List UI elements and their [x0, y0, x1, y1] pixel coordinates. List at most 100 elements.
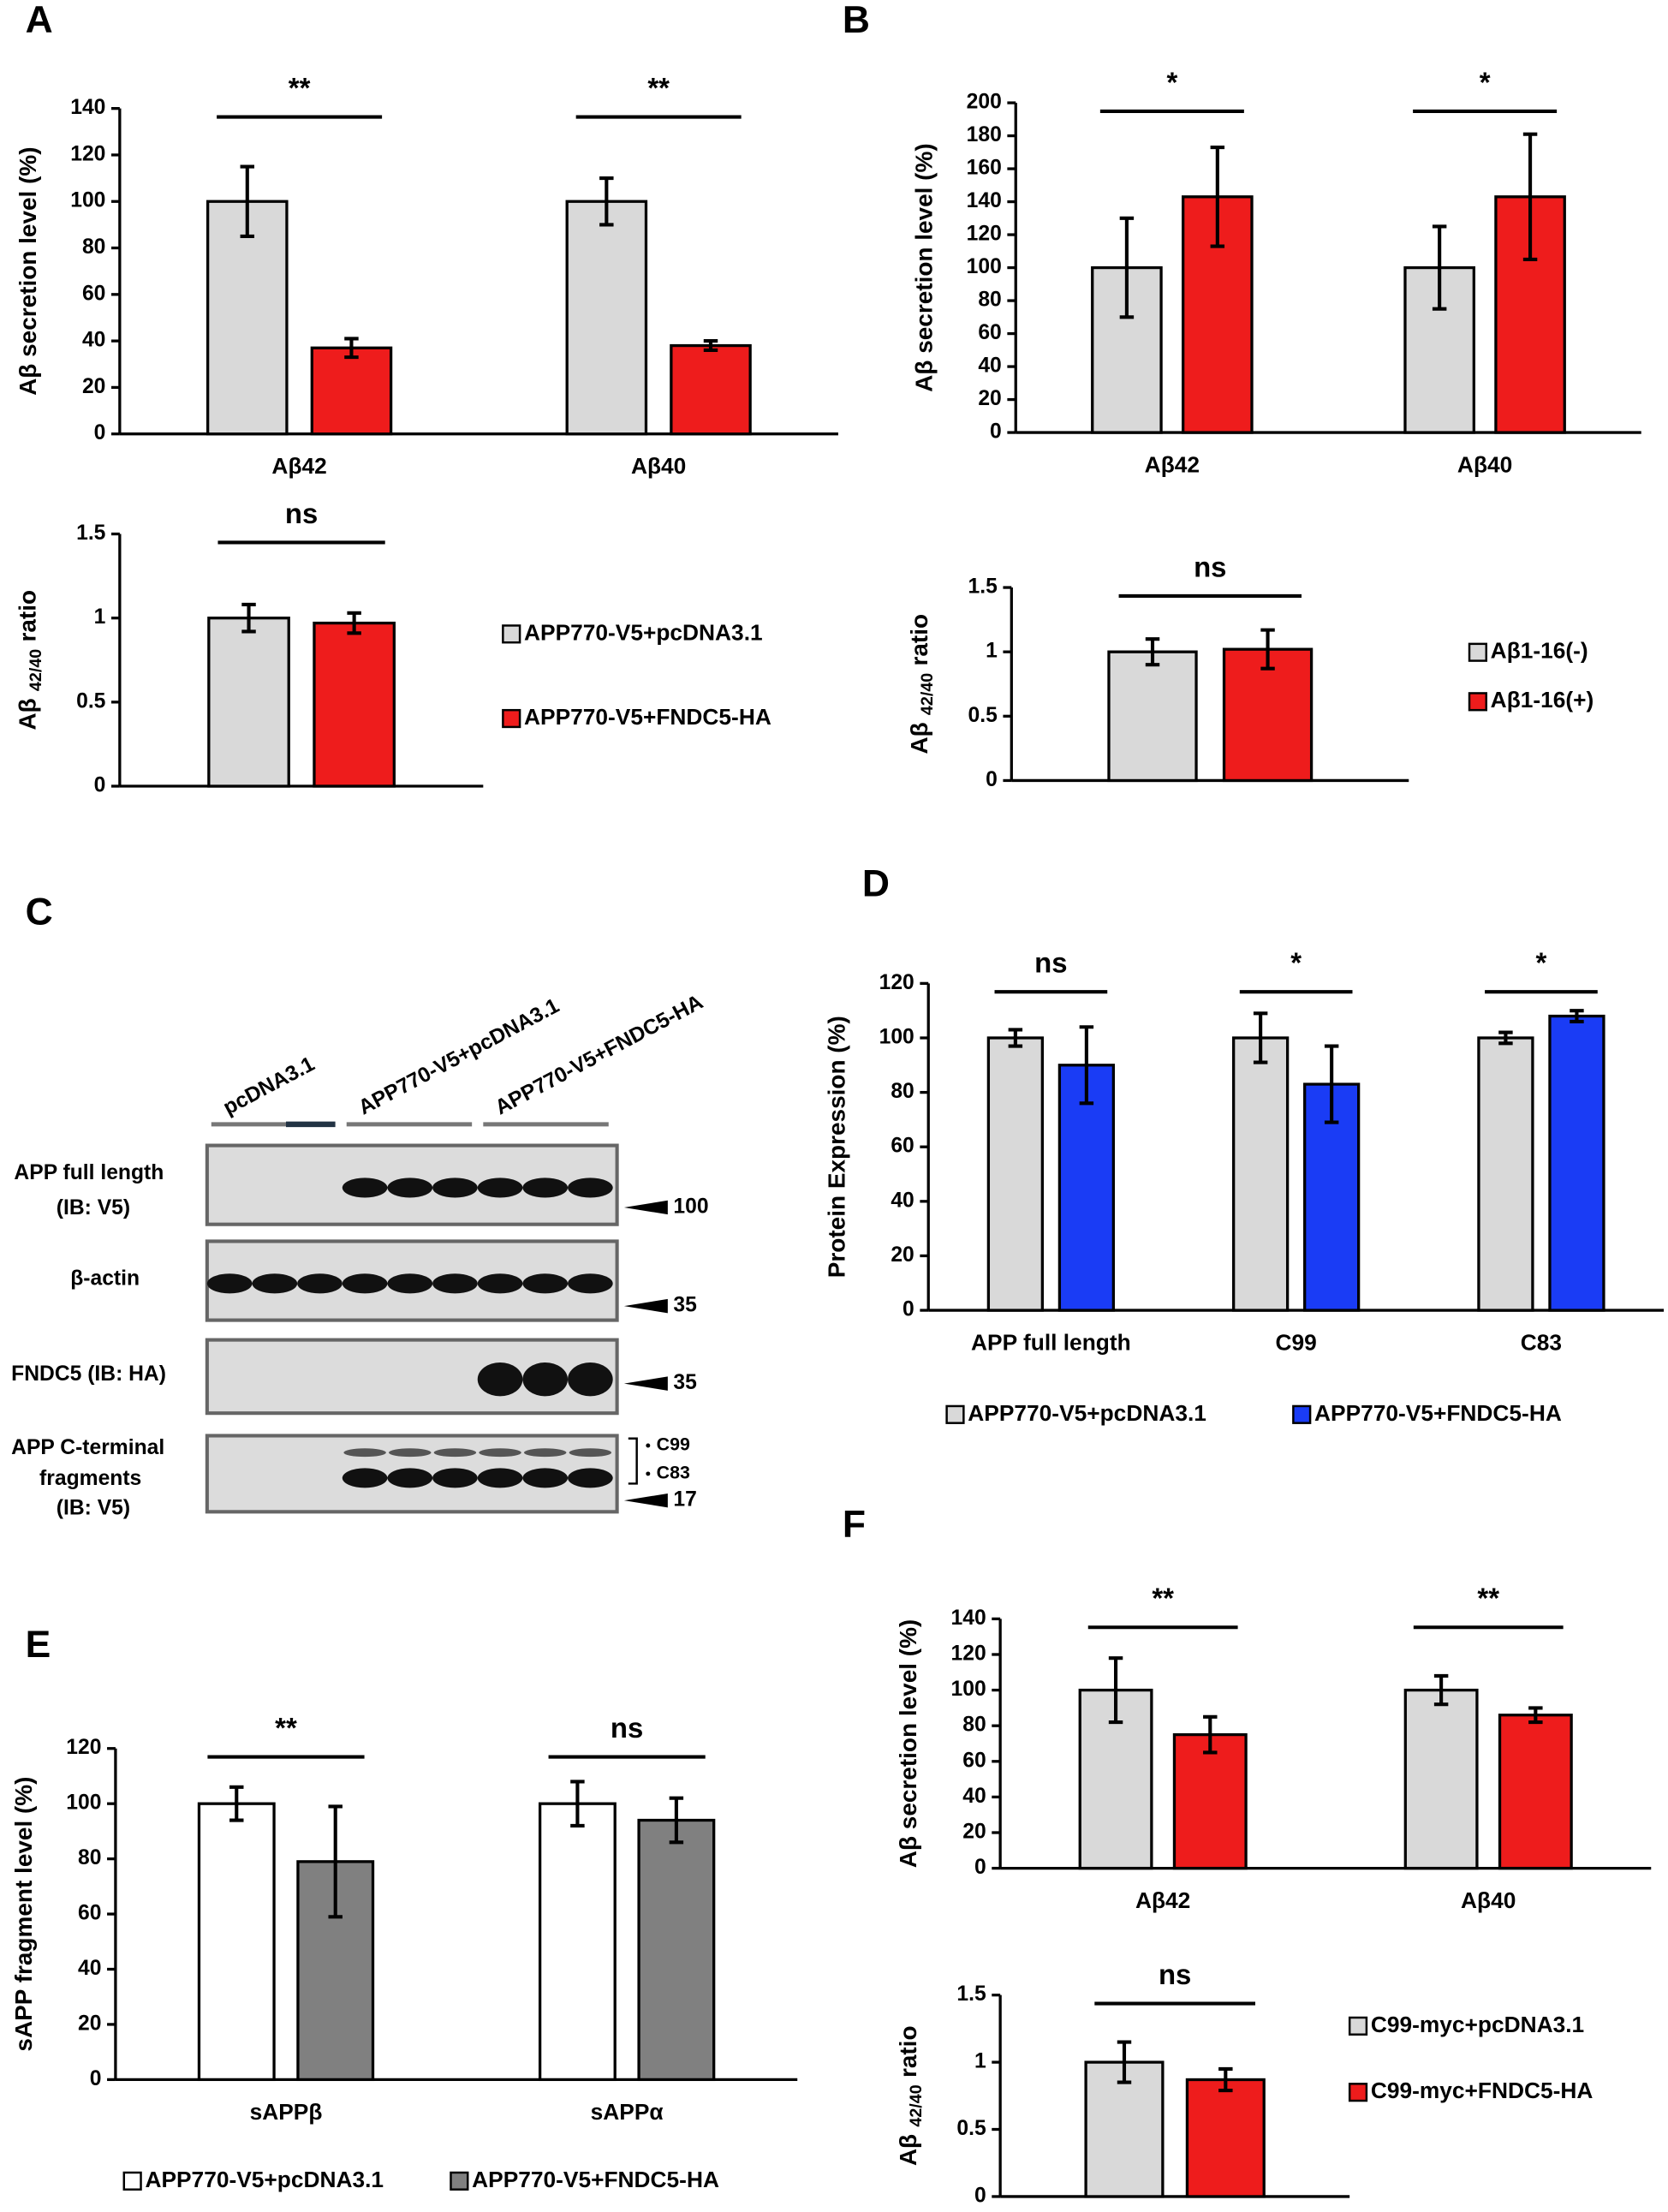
x-tick-label: sAPPβ — [250, 2099, 323, 2125]
blot-band-faint — [479, 1448, 521, 1458]
bar — [637, 1818, 716, 2082]
significance-label: ns — [285, 498, 318, 529]
y-axis-label: Aβ 42/40 ratio — [15, 590, 45, 730]
marker-label: 35 — [673, 1371, 697, 1394]
bar — [565, 200, 648, 436]
y-tick-label: 60 — [78, 1902, 101, 1925]
error-bar — [1570, 1009, 1584, 1023]
legend-label: APP770-V5+pcDNA3.1 — [524, 619, 763, 645]
y-tick-label: 60 — [962, 1749, 986, 1772]
panel-letter: F — [843, 1504, 866, 1546]
error-bar — [1260, 628, 1275, 671]
y-tick-label: 100 — [70, 189, 105, 212]
x-tick-label: Aβ42 — [1135, 1887, 1190, 1913]
y-tick-label: 100 — [879, 1025, 914, 1048]
y-tick-label: 120 — [967, 223, 1002, 246]
y-tick-label: 0 — [974, 1856, 986, 1879]
legend-swatch — [450, 2171, 469, 2191]
y-tick-label: 180 — [967, 123, 1002, 146]
blot-band — [387, 1273, 433, 1294]
x-tick-label: Aβ40 — [1457, 452, 1512, 478]
blot-band — [477, 1362, 523, 1397]
legend-swatch — [945, 1404, 965, 1424]
fragment-dot — [646, 1443, 651, 1448]
error-bar — [1528, 1706, 1543, 1725]
legend-label: C99-myc+pcDNA3.1 — [1371, 2012, 1584, 2037]
error-bar — [241, 602, 256, 634]
blot-band-faint — [389, 1448, 432, 1458]
error-bar — [1498, 1030, 1513, 1046]
error-bar — [1522, 132, 1538, 261]
bar — [1222, 647, 1314, 783]
fragment-dot — [646, 1471, 651, 1476]
bar — [1548, 1014, 1605, 1312]
x-tick-label: Aβ42 — [1145, 452, 1200, 478]
bar — [1185, 2078, 1266, 2198]
marker-label: 100 — [673, 1195, 708, 1218]
y-tick-label: 60 — [978, 321, 1001, 344]
significance-label: * — [1536, 947, 1547, 979]
significance-label: ** — [1477, 1583, 1499, 1614]
error-bar — [1119, 216, 1135, 319]
blot-band — [477, 1273, 523, 1294]
y-axis-label: Aβ secretion level (%) — [15, 146, 41, 395]
error-bar — [240, 164, 255, 239]
panel-letter: A — [26, 0, 53, 41]
error-bar — [1433, 1673, 1449, 1707]
blot-band — [522, 1468, 569, 1488]
error-bar — [347, 611, 361, 635]
y-axis-label: sAPP fragment level (%) — [10, 1777, 37, 2052]
y-tick-label: 100 — [951, 1678, 986, 1701]
y-tick-label: 1 — [94, 605, 106, 629]
y-tick-label: 0 — [974, 2184, 986, 2207]
bar — [1057, 1064, 1116, 1312]
marker-label: 17 — [673, 1488, 696, 1511]
bar — [313, 621, 396, 788]
significance-label: ** — [289, 72, 311, 104]
legend-swatch — [1292, 1404, 1312, 1424]
y-tick-label: 20 — [82, 375, 105, 398]
blot-band — [568, 1273, 613, 1294]
legend-label: APP770-V5+FNDC5-HA — [524, 704, 771, 730]
y-tick-label: 40 — [891, 1189, 914, 1212]
y-tick-label: 40 — [962, 1785, 986, 1808]
row-label: fragments — [39, 1467, 141, 1490]
y-tick-label: 80 — [978, 289, 1001, 312]
significance-label: ns — [1194, 551, 1226, 582]
error-bar — [1117, 2040, 1132, 2084]
row-label: β-actin — [70, 1267, 140, 1290]
legend-swatch — [1468, 692, 1487, 712]
fragment-bracket — [628, 1437, 638, 1485]
row-label: APP C-terminal — [11, 1436, 164, 1459]
x-tick-label: sAPPα — [591, 2099, 664, 2125]
significance-label: * — [1166, 66, 1177, 98]
legend-swatch — [1348, 2083, 1368, 2102]
y-tick-label: 140 — [951, 1607, 986, 1630]
y-tick-label: 0.5 — [956, 2117, 986, 2140]
y-tick-label: 140 — [70, 96, 105, 119]
legend-swatch — [1348, 2016, 1368, 2036]
significance-label: * — [1290, 947, 1302, 979]
blot-band — [568, 1468, 613, 1488]
panel-letter: D — [862, 863, 890, 905]
error-bar — [328, 1804, 343, 1919]
legend-swatch — [1468, 642, 1487, 662]
blot-band-faint — [343, 1448, 386, 1458]
panel-letter: B — [843, 0, 870, 41]
x-tick-label: C83 — [1521, 1330, 1562, 1356]
legend-swatch — [502, 624, 521, 644]
marker-arrow — [623, 1298, 668, 1314]
y-tick-label: 100 — [967, 255, 1002, 278]
blot-band — [522, 1362, 569, 1397]
y-tick-label: 0.5 — [76, 689, 106, 712]
blot-band — [432, 1273, 478, 1294]
y-axis-label: Aβ secretion level (%) — [895, 1619, 921, 1868]
significance-label: * — [1480, 66, 1491, 98]
y-tick-label: 0 — [986, 768, 998, 791]
bar — [538, 1802, 617, 2082]
y-tick-label: 40 — [978, 355, 1001, 378]
bar — [1084, 2060, 1165, 2198]
y-tick-label: 120 — [951, 1642, 986, 1665]
bar — [986, 1036, 1044, 1312]
